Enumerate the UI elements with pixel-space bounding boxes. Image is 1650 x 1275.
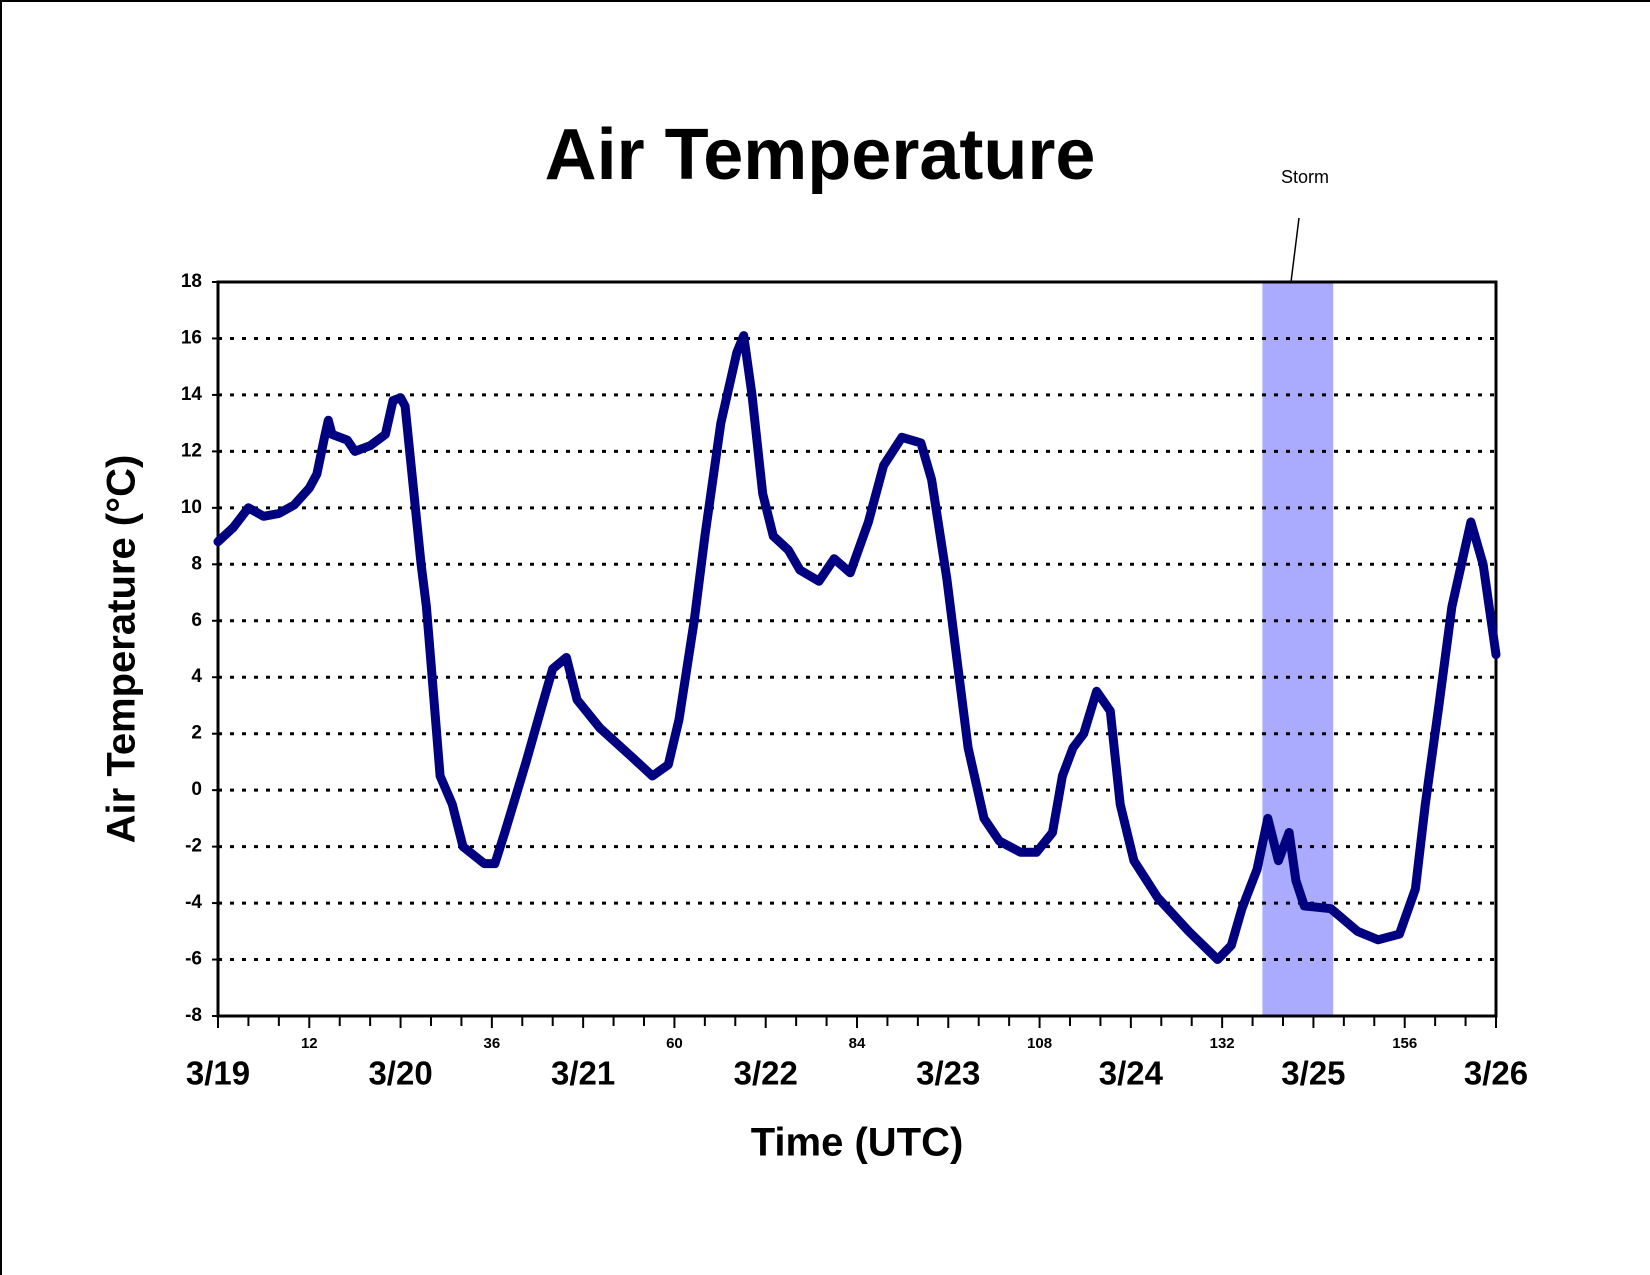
temperature-line bbox=[213, 331, 1501, 964]
x-tick-label: 3/25 bbox=[1281, 1055, 1345, 1092]
x-minor-tick-label: 156 bbox=[1392, 1035, 1417, 1052]
x-minor-tick-label: 108 bbox=[1027, 1035, 1052, 1052]
y-tick-label: 4 bbox=[191, 666, 202, 687]
y-tick-label: 8 bbox=[191, 553, 202, 574]
x-minor-tick-label: 36 bbox=[484, 1035, 501, 1052]
x-tick-label: 3/22 bbox=[734, 1055, 798, 1092]
x-minor-tick-label: 12 bbox=[301, 1035, 318, 1052]
storm-label: Storm bbox=[1281, 167, 1329, 187]
y-tick-label: 18 bbox=[181, 271, 202, 292]
y-axis-label: Air Temperature (°C) bbox=[100, 455, 144, 844]
y-tick-label: -4 bbox=[185, 892, 202, 913]
y-tick-label: 12 bbox=[181, 440, 202, 461]
y-tick-label: 16 bbox=[181, 327, 202, 348]
x-axis-label: Time (UTC) bbox=[751, 1121, 964, 1165]
storm-pointer bbox=[1290, 217, 1300, 283]
y-tick-label: 0 bbox=[191, 779, 202, 800]
x-tick-label: 3/19 bbox=[186, 1055, 250, 1092]
x-tick-label: 3/26 bbox=[1464, 1055, 1528, 1092]
y-tick-label: 2 bbox=[191, 723, 202, 744]
y-tick-label: 10 bbox=[181, 497, 202, 518]
y-tick-label: -6 bbox=[185, 949, 202, 970]
y-tick-label: 14 bbox=[181, 384, 203, 405]
x-minor-tick-label: 60 bbox=[666, 1035, 683, 1052]
chart-title: Air Temperature bbox=[545, 115, 1096, 195]
y-tick-label: -2 bbox=[185, 836, 202, 857]
x-tick-label: 3/20 bbox=[368, 1055, 432, 1092]
x-tick-label: 3/21 bbox=[551, 1055, 615, 1092]
y-tick-label: -8 bbox=[185, 1005, 202, 1026]
x-minor-tick-label: 84 bbox=[849, 1035, 866, 1052]
x-tick-label: 3/23 bbox=[916, 1055, 980, 1092]
x-minor-tick-label: 132 bbox=[1210, 1035, 1235, 1052]
y-tick-label: 6 bbox=[191, 610, 202, 631]
x-tick-label: 3/24 bbox=[1099, 1055, 1164, 1092]
